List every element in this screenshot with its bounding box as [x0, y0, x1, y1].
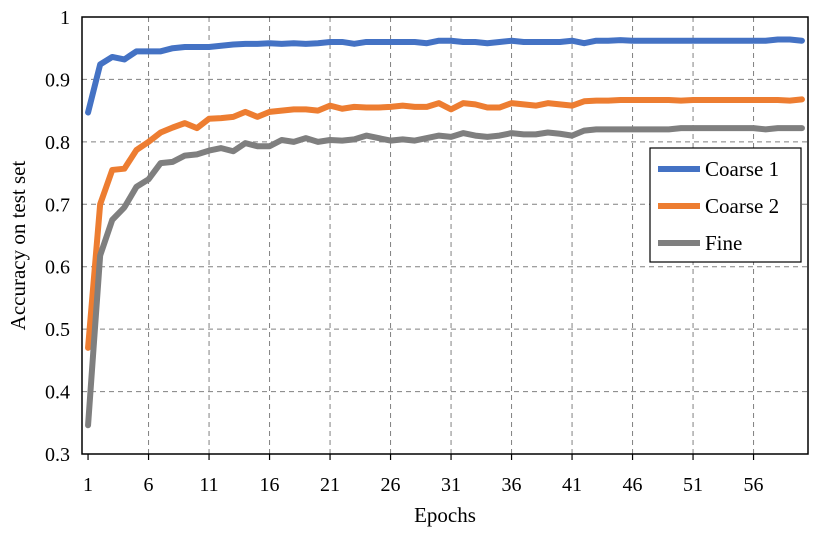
data-series [85, 36, 805, 429]
series-line-coarse-1 [85, 36, 805, 116]
plot-area-border [81, 16, 809, 455]
legend: Coarse 1 Coarse 2 Fine [649, 147, 802, 263]
legend-label: Fine [705, 231, 742, 255]
legend-label: Coarse 2 [705, 194, 779, 218]
legend-label: Coarse 1 [705, 157, 779, 181]
y-tick-label: 0.5 [45, 319, 70, 341]
x-tick-label: 31 [441, 474, 461, 496]
axis-ticks: 0.30.40.50.60.70.80.911 6 11 16 21 26 31 36 41 46… [45, 7, 764, 496]
x-tick-label: 36 [502, 474, 522, 496]
y-axis-label: Accuracy on test set [6, 160, 30, 330]
series-line-coarse-2 [85, 96, 805, 351]
x-tick-label: 16 [260, 474, 280, 496]
x-axis-label: Epochs [414, 503, 476, 527]
grid-lines [82, 17, 808, 454]
x-tick-label: 56 [744, 474, 764, 496]
x-tick-label: 1 [83, 474, 93, 496]
x-tick-label: 6 [144, 474, 154, 496]
x-tick-label: 41 [562, 474, 582, 496]
y-tick-label: 0.8 [45, 132, 70, 154]
y-tick-label: 0.9 [45, 69, 70, 91]
x-tick-label: 21 [320, 474, 340, 496]
x-tick-label: 26 [381, 474, 401, 496]
x-tick-label: 46 [623, 474, 643, 496]
y-tick-label: 0.7 [45, 194, 70, 216]
series-line-fine [85, 125, 805, 429]
x-tick-label: 11 [199, 474, 218, 496]
y-tick-label: 0.3 [45, 444, 70, 466]
y-tick-label: 0.6 [45, 257, 70, 279]
y-tick-label: 1 [60, 7, 70, 29]
x-tick-label: 51 [683, 474, 703, 496]
y-tick-label: 0.4 [45, 382, 70, 404]
